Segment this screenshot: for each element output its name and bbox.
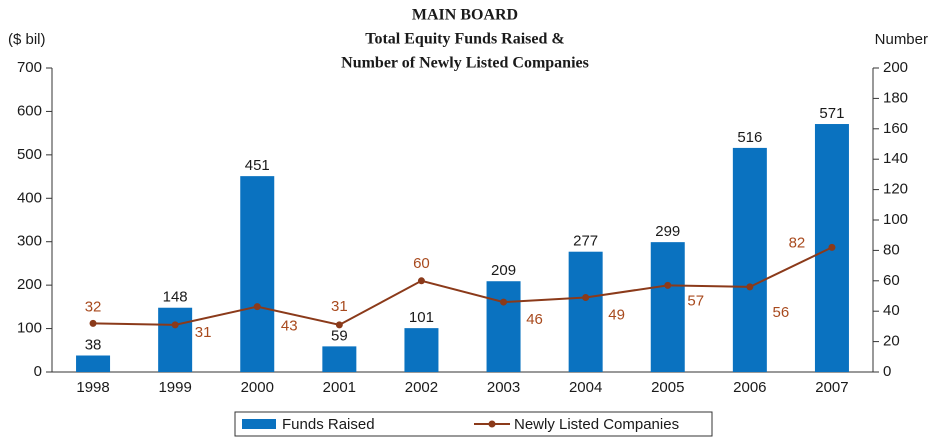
line-point	[500, 298, 508, 306]
bar-value-label: 59	[331, 327, 348, 344]
chart-title: MAIN BOARD	[412, 7, 518, 24]
bar	[650, 242, 685, 372]
y2-tick-label: 0	[883, 363, 891, 380]
line-value-label: 43	[281, 318, 298, 335]
y-tick-label: 600	[17, 102, 42, 119]
line-point	[89, 319, 97, 327]
line-point	[253, 303, 261, 311]
bar	[404, 328, 439, 372]
bar-value-label: 38	[85, 336, 102, 353]
y2-tick-label: 60	[883, 272, 900, 289]
y-tick-label: 100	[17, 320, 42, 337]
bar	[322, 346, 357, 372]
y2-tick-label: 180	[883, 89, 908, 106]
line-point	[417, 277, 425, 285]
x-tick-label: 1999	[158, 379, 191, 396]
x-tick-label: 2003	[487, 379, 520, 396]
y-axis-label: ($ bil)	[8, 31, 46, 48]
legend-box	[234, 411, 713, 437]
bar-value-label: 516	[737, 129, 762, 146]
bar-value-label: 299	[655, 223, 680, 240]
line-value-label: 49	[608, 306, 625, 323]
y-tick-label: 200	[17, 276, 42, 293]
bar	[486, 281, 521, 372]
bar-value-label: 451	[245, 157, 270, 174]
line-point	[664, 281, 672, 289]
line-value-label: 60	[413, 255, 430, 272]
line-point	[171, 321, 179, 329]
line-value-label: 57	[687, 292, 704, 309]
x-tick-label: 2004	[569, 379, 602, 396]
bar-value-label: 101	[409, 309, 434, 326]
y-tick-label: 400	[17, 189, 42, 206]
x-tick-label: 2002	[405, 379, 438, 396]
y-tick-label: 700	[17, 59, 42, 76]
line-value-label: 46	[526, 311, 543, 328]
chart-title: Number of Newly Listed Companies	[341, 55, 589, 72]
line-value-label: 32	[85, 298, 102, 315]
bar	[732, 147, 767, 372]
legend-label: Funds Raised	[282, 416, 375, 433]
line	[93, 246, 833, 326]
y2-tick-label: 200	[883, 59, 908, 76]
bar-value-label: 148	[163, 289, 188, 306]
y2-tick-label: 40	[883, 302, 900, 319]
bar	[76, 355, 111, 372]
x-tick-label: 1998	[76, 379, 109, 396]
line-value-label: 31	[331, 298, 348, 315]
y2-axis-label: Number	[875, 31, 928, 48]
line-point	[335, 321, 343, 329]
y-tick-label: 500	[17, 146, 42, 163]
bar-value-label: 277	[573, 233, 598, 250]
line-point	[828, 243, 836, 251]
chart-title: Total Equity Funds Raised &	[365, 31, 564, 48]
line-value-label: 56	[773, 304, 790, 321]
legend-swatch	[488, 420, 496, 428]
bar	[158, 307, 193, 372]
x-tick-label: 2006	[733, 379, 766, 396]
y2-tick-label: 160	[883, 120, 908, 137]
legend-label: Newly Listed Companies	[514, 416, 679, 433]
y2-tick-label: 120	[883, 181, 908, 198]
y2-tick-label: 80	[883, 241, 900, 258]
x-tick-label: 2007	[815, 379, 848, 396]
x-tick-label: 2005	[651, 379, 684, 396]
y2-tick-label: 140	[883, 150, 908, 167]
y2-tick-label: 20	[883, 333, 900, 350]
y-tick-label: 300	[17, 233, 42, 250]
legend-swatch	[242, 419, 276, 429]
x-tick-label: 2000	[241, 379, 274, 396]
bar-value-label: 571	[819, 105, 844, 122]
bar	[568, 251, 603, 372]
line-point	[746, 283, 754, 291]
bar	[240, 176, 275, 372]
line-point	[582, 294, 590, 302]
y2-tick-label: 100	[883, 211, 908, 228]
line-value-label: 82	[789, 234, 806, 251]
bar-value-label: 209	[491, 262, 516, 279]
y-tick-label: 0	[34, 363, 42, 380]
line-value-label: 31	[195, 324, 212, 341]
x-tick-label: 2001	[323, 379, 356, 396]
